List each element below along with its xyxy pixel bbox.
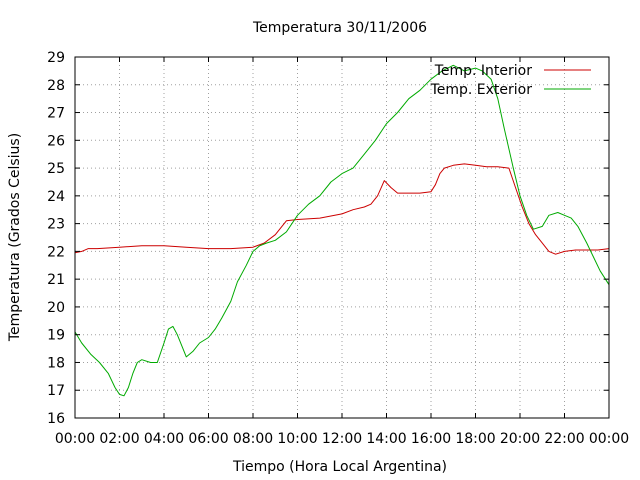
x-tick-label: 08:00 bbox=[233, 431, 273, 447]
y-tick-label: 27 bbox=[47, 106, 65, 122]
y-tick-label: 28 bbox=[47, 78, 65, 94]
y-tick-label: 23 bbox=[47, 217, 65, 233]
legend-label: Temp. Exterior bbox=[430, 82, 533, 98]
y-tick-label: 17 bbox=[47, 383, 65, 399]
y-tick-label: 22 bbox=[47, 244, 65, 260]
y-tick-label: 29 bbox=[47, 50, 65, 66]
series-line-1 bbox=[74, 64, 610, 397]
x-tick-label: 06:00 bbox=[188, 431, 228, 447]
y-tick-label: 26 bbox=[47, 133, 65, 149]
x-tick-label: 22:00 bbox=[544, 431, 584, 447]
x-tick-label: 14:00 bbox=[366, 431, 406, 447]
x-tick-label: 18:00 bbox=[455, 431, 495, 447]
x-tick-label: 20:00 bbox=[500, 431, 540, 447]
series-lines bbox=[74, 64, 610, 397]
y-axis-title: Temperatura (Grados Celsius) bbox=[7, 133, 23, 342]
series-line-0 bbox=[74, 163, 610, 255]
tick-labels: 00:00 02:00 04:00 06:00 08:00 10:00 12:00 14:00… bbox=[47, 50, 629, 447]
x-tick-label: 00:00 bbox=[55, 431, 95, 447]
chart-title: Temperatura 30/11/2006 bbox=[252, 20, 427, 36]
axis-ticks bbox=[74, 56, 610, 419]
grid bbox=[75, 57, 609, 418]
x-axis-title: Tiempo (Hora Local Argentina) bbox=[232, 459, 447, 475]
y-tick-label: 21 bbox=[47, 272, 65, 288]
x-tick-label: 04:00 bbox=[144, 431, 184, 447]
y-tick-label: 24 bbox=[47, 189, 65, 205]
x-tick-label: 16:00 bbox=[411, 431, 451, 447]
y-tick-label: 19 bbox=[47, 328, 65, 344]
y-tick-label: 18 bbox=[47, 355, 65, 371]
y-tick-label: 25 bbox=[47, 161, 65, 177]
y-tick-label: 20 bbox=[47, 300, 65, 316]
x-tick-label: 02:00 bbox=[99, 431, 139, 447]
x-tick-label: 12:00 bbox=[322, 431, 362, 447]
legend: Temp. Interior Temp. Exterior bbox=[430, 63, 591, 98]
y-tick-label: 16 bbox=[47, 411, 65, 427]
x-tick-label: 00:00 bbox=[589, 431, 629, 447]
x-tick-label: 10:00 bbox=[277, 431, 317, 447]
legend-label: Temp. Interior bbox=[434, 63, 533, 79]
